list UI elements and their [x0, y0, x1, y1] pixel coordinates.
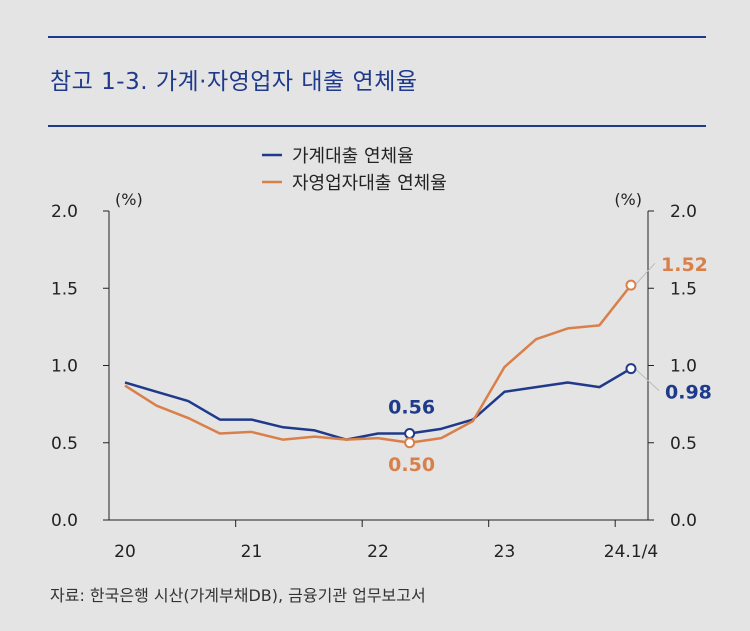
- annotation-leader: [634, 262, 656, 286]
- source-note: 자료: 한국은행 시산(가계부채DB), 금융기관 업무보고서: [50, 586, 426, 605]
- annotation-label: 1.52: [661, 254, 708, 276]
- x-tick-label: 24.1/4: [604, 542, 658, 562]
- x-tick-label: 22: [367, 542, 389, 562]
- y-tick-label-right: 2.0: [670, 202, 697, 222]
- y-tick-label-right: 1.0: [670, 357, 697, 377]
- legend-label: 자영업자대출 연체율: [292, 173, 447, 194]
- y-tick-label-left: 1.5: [51, 279, 78, 299]
- y-tick-label-right: 0.0: [670, 511, 697, 531]
- y-tick-label-right: 0.5: [670, 434, 697, 454]
- y-unit-left: (%): [115, 190, 143, 209]
- x-tick-label: 21: [241, 542, 263, 562]
- annotation-marker: [404, 437, 416, 449]
- y-tick-label-left: 0.5: [51, 434, 78, 454]
- chart-title: 참고 1-3. 가계·자영업자 대출 연체율: [50, 69, 418, 95]
- annotation-label: 0.56: [388, 396, 435, 418]
- annotation-marker: [404, 427, 416, 439]
- selfemployed-line: [124, 284, 632, 444]
- annotation-label: 0.98: [665, 382, 712, 404]
- y-tick-label-left: 0.0: [51, 511, 78, 531]
- annotation-marker: [625, 279, 637, 291]
- y-tick-label-left: 1.0: [51, 357, 78, 377]
- y-tick-label-left: 2.0: [51, 202, 78, 222]
- household-line: [124, 367, 632, 441]
- title-underline: [48, 125, 706, 127]
- annotation-label: 0.50: [388, 454, 435, 476]
- legend-label: 가계대출 연체율: [292, 146, 414, 167]
- top-rule: [48, 36, 706, 38]
- x-tick-label: 23: [494, 542, 516, 562]
- annotation-leader: [634, 368, 660, 391]
- annotation-marker: [625, 363, 637, 375]
- y-unit-right: (%): [614, 190, 642, 209]
- y-tick-label-right: 1.5: [670, 279, 697, 299]
- x-tick-label: 20: [114, 542, 136, 562]
